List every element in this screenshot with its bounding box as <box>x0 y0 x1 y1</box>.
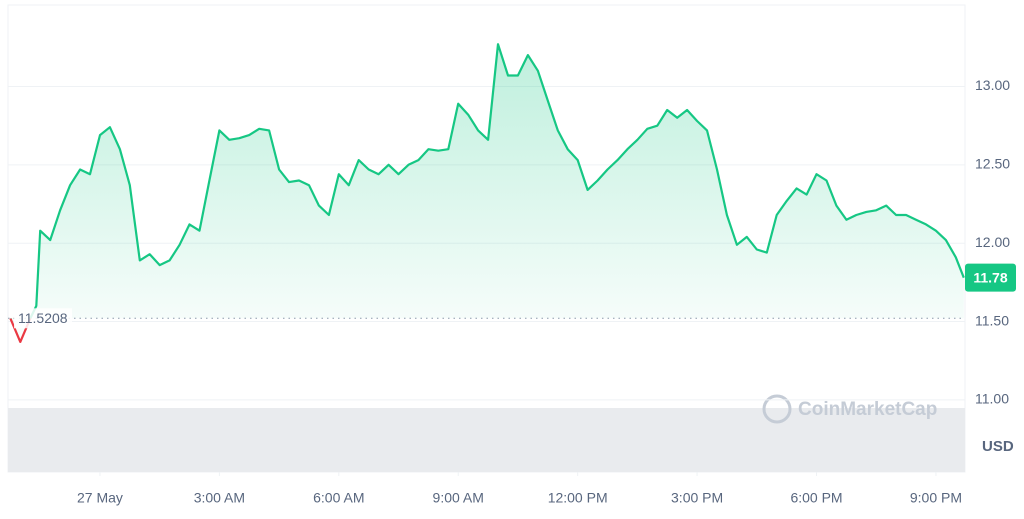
baseline-label-bg <box>14 308 72 329</box>
y-tick-label: 12.50 <box>975 156 1010 172</box>
watermark-text: CoinMarketCap <box>798 399 937 420</box>
x-tick-label: 27 May <box>77 490 123 506</box>
y-tick-label: 11.50 <box>975 312 1009 328</box>
currency-label: USD <box>982 438 1014 455</box>
x-tick-label: 6:00 PM <box>790 490 842 506</box>
x-tick-label: 12:00 PM <box>548 490 608 506</box>
price-area <box>10 44 964 342</box>
baseline-label: 11.5208 <box>18 310 68 326</box>
x-tick-label: 9:00 PM <box>910 490 962 506</box>
volume-area <box>8 408 965 472</box>
y-tick-label: 13.00 <box>975 77 1010 93</box>
y-tick-label: 12.00 <box>975 234 1010 250</box>
x-tick-label: 3:00 AM <box>194 490 245 506</box>
x-tick-label: 9:00 AM <box>433 490 484 506</box>
x-tick-label: 3:00 PM <box>671 490 723 506</box>
price-line <box>9 43 965 343</box>
watermark: CoinMarketCap <box>762 394 937 424</box>
last-price-tag <box>965 263 1016 292</box>
x-tick-label: 6:00 AM <box>313 490 364 506</box>
watermark-logo <box>762 394 792 424</box>
last-price-label: 11.78 <box>973 269 1007 285</box>
y-tick-label: 11.00 <box>975 391 1009 407</box>
